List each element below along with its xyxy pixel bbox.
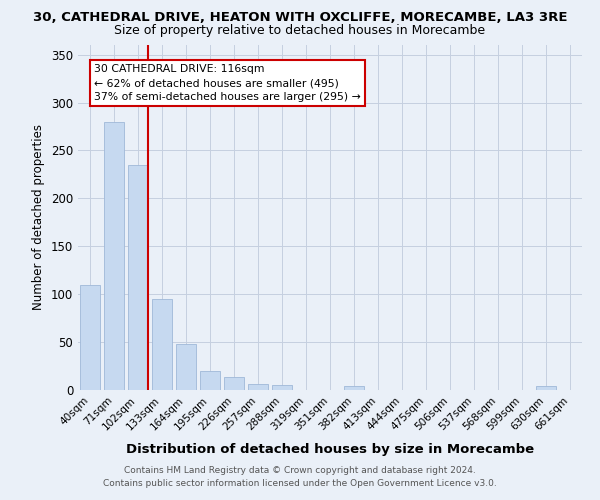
Bar xyxy=(200,371,220,390)
Text: 30, CATHEDRAL DRIVE, HEATON WITH OXCLIFFE, MORECAMBE, LA3 3RE: 30, CATHEDRAL DRIVE, HEATON WITH OXCLIFF… xyxy=(33,11,567,24)
Text: 30 CATHEDRAL DRIVE: 116sqm
← 62% of detached houses are smaller (495)
37% of sem: 30 CATHEDRAL DRIVE: 116sqm ← 62% of deta… xyxy=(94,64,361,102)
Bar xyxy=(344,386,364,390)
Bar xyxy=(272,385,292,390)
Y-axis label: Number of detached properties: Number of detached properties xyxy=(32,124,46,310)
Bar xyxy=(224,376,244,390)
Bar xyxy=(176,344,196,390)
Bar xyxy=(128,165,148,390)
Bar xyxy=(152,299,172,390)
Text: Size of property relative to detached houses in Morecambe: Size of property relative to detached ho… xyxy=(115,24,485,37)
Bar xyxy=(80,284,100,390)
Bar xyxy=(536,386,556,390)
Bar xyxy=(104,122,124,390)
Text: Contains HM Land Registry data © Crown copyright and database right 2024.
Contai: Contains HM Land Registry data © Crown c… xyxy=(103,466,497,487)
Bar xyxy=(248,384,268,390)
X-axis label: Distribution of detached houses by size in Morecambe: Distribution of detached houses by size … xyxy=(126,443,534,456)
